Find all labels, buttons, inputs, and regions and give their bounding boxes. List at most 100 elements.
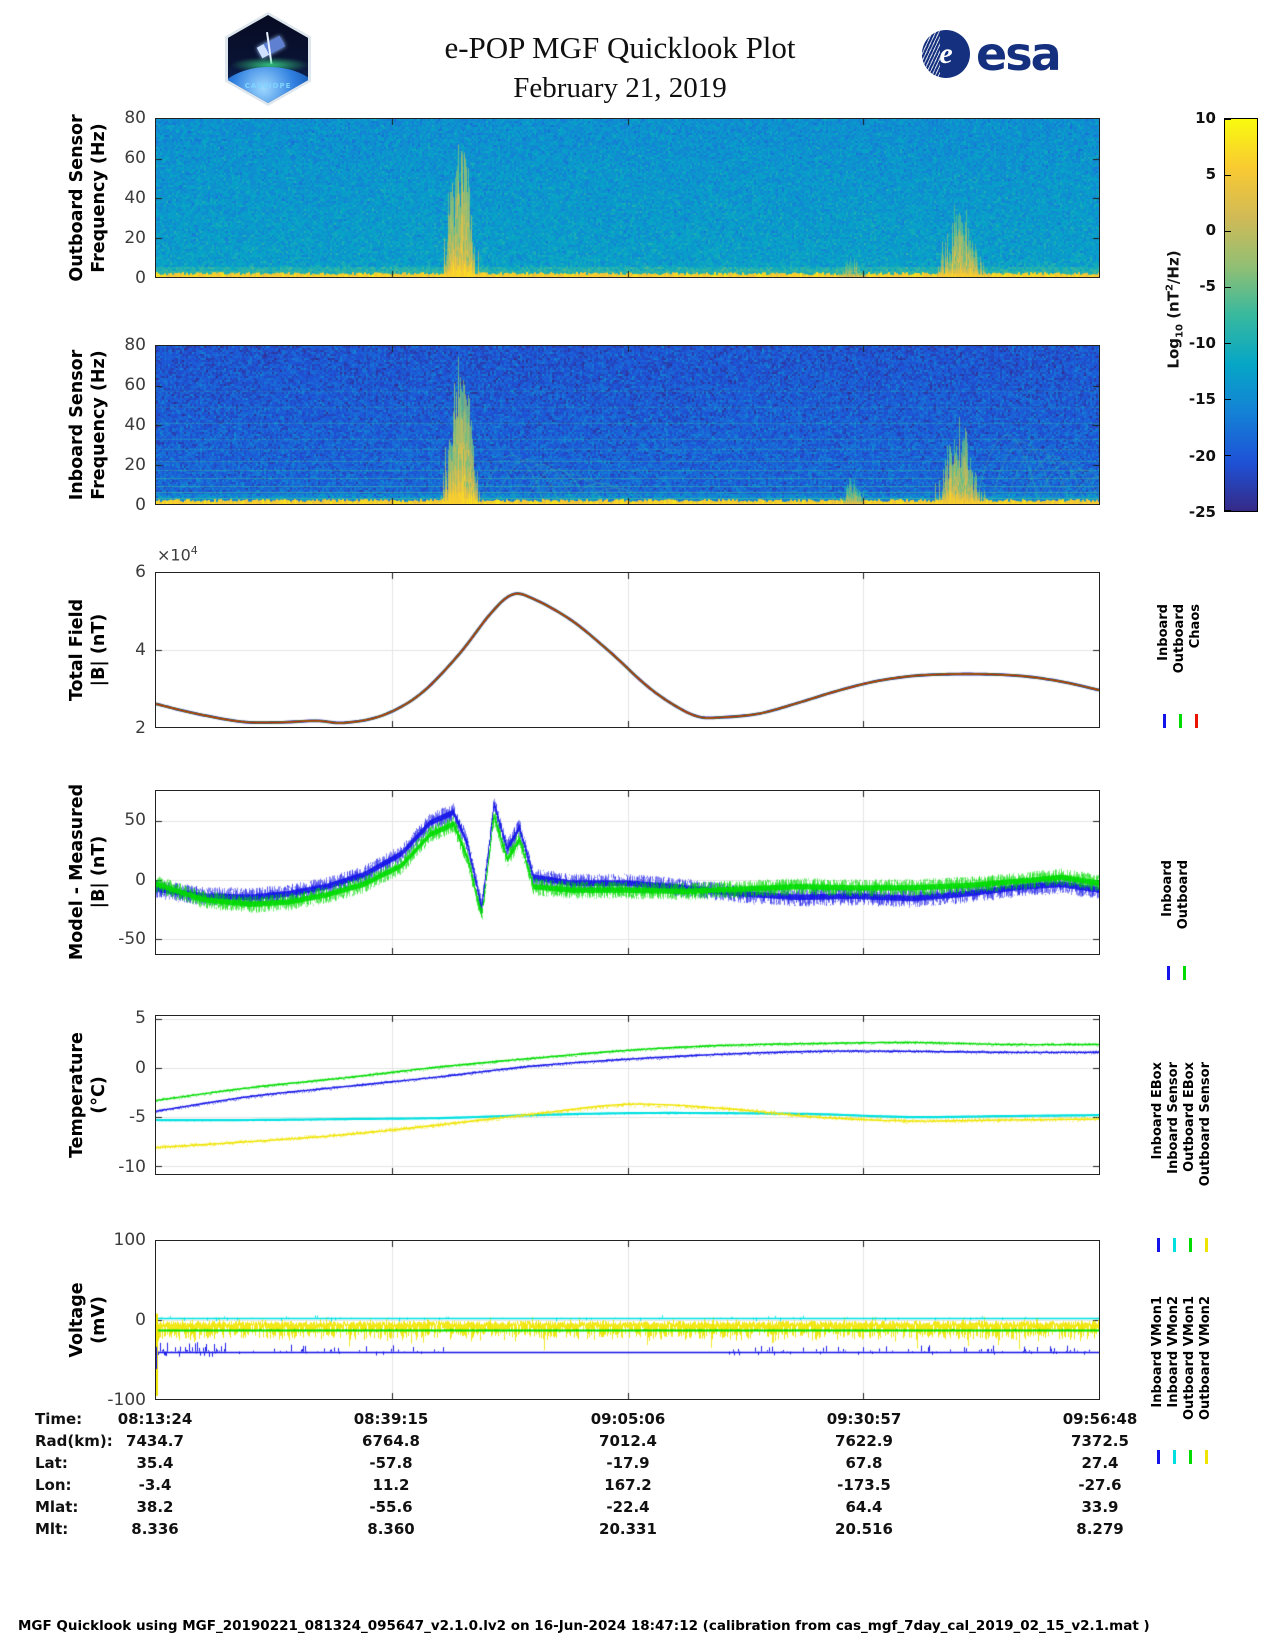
row-label: Mlt: [35, 1520, 69, 1538]
ytick-label: 20 [124, 228, 146, 248]
total-field-legend: Inboard Outboard Chaos [1156, 604, 1204, 673]
provenance-footer: MGF Quicklook using MGF_20190221_081324_… [18, 1618, 1150, 1634]
colorbar-tick-mark [1225, 343, 1231, 344]
table-cell: 7622.9 [835, 1432, 893, 1450]
row-label: Rad(km): [35, 1432, 113, 1450]
table-cell: 38.2 [136, 1498, 174, 1516]
legend-swatch [1162, 714, 1166, 728]
legend-label: Inboard [1156, 604, 1171, 661]
table-cell: -22.4 [606, 1498, 650, 1516]
table-cell: 11.2 [372, 1476, 410, 1494]
legend-swatch [1172, 1238, 1176, 1252]
table-row-radius: Rad(km): 7434.7 6764.8 7012.4 7622.9 737… [0, 1432, 1275, 1452]
colorbar-tick-label: -10 [1188, 334, 1216, 352]
exponent-power: 4 [190, 544, 198, 557]
ytick-label: 50 [124, 810, 146, 830]
table-row-mlt: Mlt: 8.336 8.360 20.331 20.516 8.279 [0, 1520, 1275, 1540]
table-cell: 7012.4 [599, 1432, 657, 1450]
model-measured-canvas [156, 791, 1099, 954]
esa-logo-text: esa [976, 27, 1062, 81]
outboard-spectrogram-panel [155, 118, 1100, 278]
table-cell: 167.2 [604, 1476, 652, 1494]
table-cell: -27.6 [1078, 1476, 1122, 1494]
legend-swatch [1178, 714, 1182, 728]
colorbar-label-sub: 10 [1174, 324, 1186, 338]
ytick-label: 100 [113, 1230, 146, 1250]
colorbar-tick-mark [1225, 455, 1231, 456]
ytick-label: -5 [129, 1107, 146, 1127]
colorbar-tick-label: 0 [1205, 221, 1216, 239]
table-cell: 35.4 [136, 1454, 174, 1472]
total-field-panel [155, 572, 1100, 728]
colorbar-tick-mark [1225, 175, 1231, 176]
table-cell: 08:13:24 [117, 1410, 193, 1428]
colorbar-label: Log10 (nT2/Hz) [1165, 235, 1186, 385]
temperature-ylabel: Temperature (°C) [66, 1032, 110, 1158]
voltage-canvas [156, 1241, 1099, 1399]
legend-swatch [1156, 1238, 1160, 1252]
legend-label: Outboard VMon2 [1198, 1296, 1213, 1421]
legend-label: Inboard VMon2 [1166, 1296, 1181, 1408]
table-cell: -17.9 [606, 1454, 650, 1472]
ytick-label: 20 [124, 455, 146, 475]
temperature-canvas [156, 1016, 1099, 1174]
table-cell: 33.9 [1081, 1498, 1119, 1516]
ytick-label: 40 [124, 188, 146, 208]
model-measured-legend-swatches [1160, 966, 1192, 980]
ytick-label: 0 [135, 495, 146, 515]
esa-globe-letter: e [939, 37, 953, 70]
model-measured-legend: Inboard Outboard [1160, 860, 1192, 929]
legend-label: Inboard [1160, 860, 1175, 917]
ytick-label: 0 [135, 870, 146, 890]
colorbar-label-text: /Hz) [1164, 250, 1183, 285]
colorbar-label-text: Log [1164, 337, 1183, 369]
ytick-label: 5 [135, 1008, 146, 1028]
voltage-legend: Inboard VMon1 Inboard VMon2 Outboard VMo… [1150, 1296, 1214, 1420]
legend-label: Inboard EBox [1150, 1062, 1165, 1160]
table-row-latitude: Lat: 35.4 -57.8 -17.9 67.8 27.4 [0, 1454, 1275, 1474]
table-cell: 67.8 [845, 1454, 883, 1472]
colorbar-tick-mark [1225, 287, 1231, 288]
legend-label: Outboard [1172, 604, 1187, 674]
table-cell: 08:39:15 [353, 1410, 429, 1428]
page-title: e-POP MGF Quicklook Plot [444, 30, 796, 65]
colorbar-label-text: (nT [1164, 291, 1183, 325]
table-row-mlat: Mlat: 38.2 -55.6 -22.4 64.4 33.9 [0, 1498, 1275, 1518]
ylabel-line1: Temperature [67, 1032, 87, 1158]
outboard-spectrogram-canvas [156, 119, 1099, 277]
ytick-label: 60 [124, 375, 146, 395]
table-cell: 8.336 [131, 1520, 179, 1538]
legend-label: Outboard VMon1 [1182, 1296, 1197, 1421]
mission-patch-label: CASSIOPE [244, 82, 292, 90]
ylabel-line2: (°C) [89, 1076, 109, 1114]
row-label: Time: [35, 1410, 83, 1428]
esa-logo: e esa [922, 27, 1062, 81]
table-cell: 8.279 [1076, 1520, 1124, 1538]
inboard-spectrogram-panel [155, 345, 1100, 505]
voltage-legend-swatches [1150, 1450, 1214, 1464]
ytick-label: -10 [118, 1157, 146, 1177]
legend-swatch [1204, 1238, 1208, 1252]
table-cell: 7434.7 [126, 1432, 184, 1450]
table-row-time: Time: 08:13:24 08:39:15 09:05:06 09:30:5… [0, 1410, 1275, 1430]
ytick-label: 0 [135, 268, 146, 288]
table-cell: 8.360 [367, 1520, 415, 1538]
legend-label: Outboard EBox [1182, 1062, 1197, 1172]
ytick-label: 0 [135, 1058, 146, 1078]
ytick-label: 60 [124, 148, 146, 168]
row-label: Lat: [35, 1454, 68, 1472]
colorbar-tick-mark [1225, 510, 1231, 511]
table-cell: 20.516 [835, 1520, 893, 1538]
colorbar-tick-mark [1225, 231, 1231, 232]
table-cell: 09:05:06 [590, 1410, 666, 1428]
exponent-base: ×10 [157, 545, 191, 565]
voltage-panel [155, 1240, 1100, 1400]
ytick-label: -100 [107, 1390, 146, 1410]
table-cell: -3.4 [138, 1476, 172, 1494]
ytick-label: 4 [135, 640, 146, 660]
ytick-label: 80 [124, 335, 146, 355]
ytick-label: 2 [135, 718, 146, 738]
legend-swatch [1188, 1238, 1192, 1252]
temperature-legend-swatches [1150, 1238, 1214, 1252]
colorbar-tick-label: 10 [1195, 109, 1216, 127]
